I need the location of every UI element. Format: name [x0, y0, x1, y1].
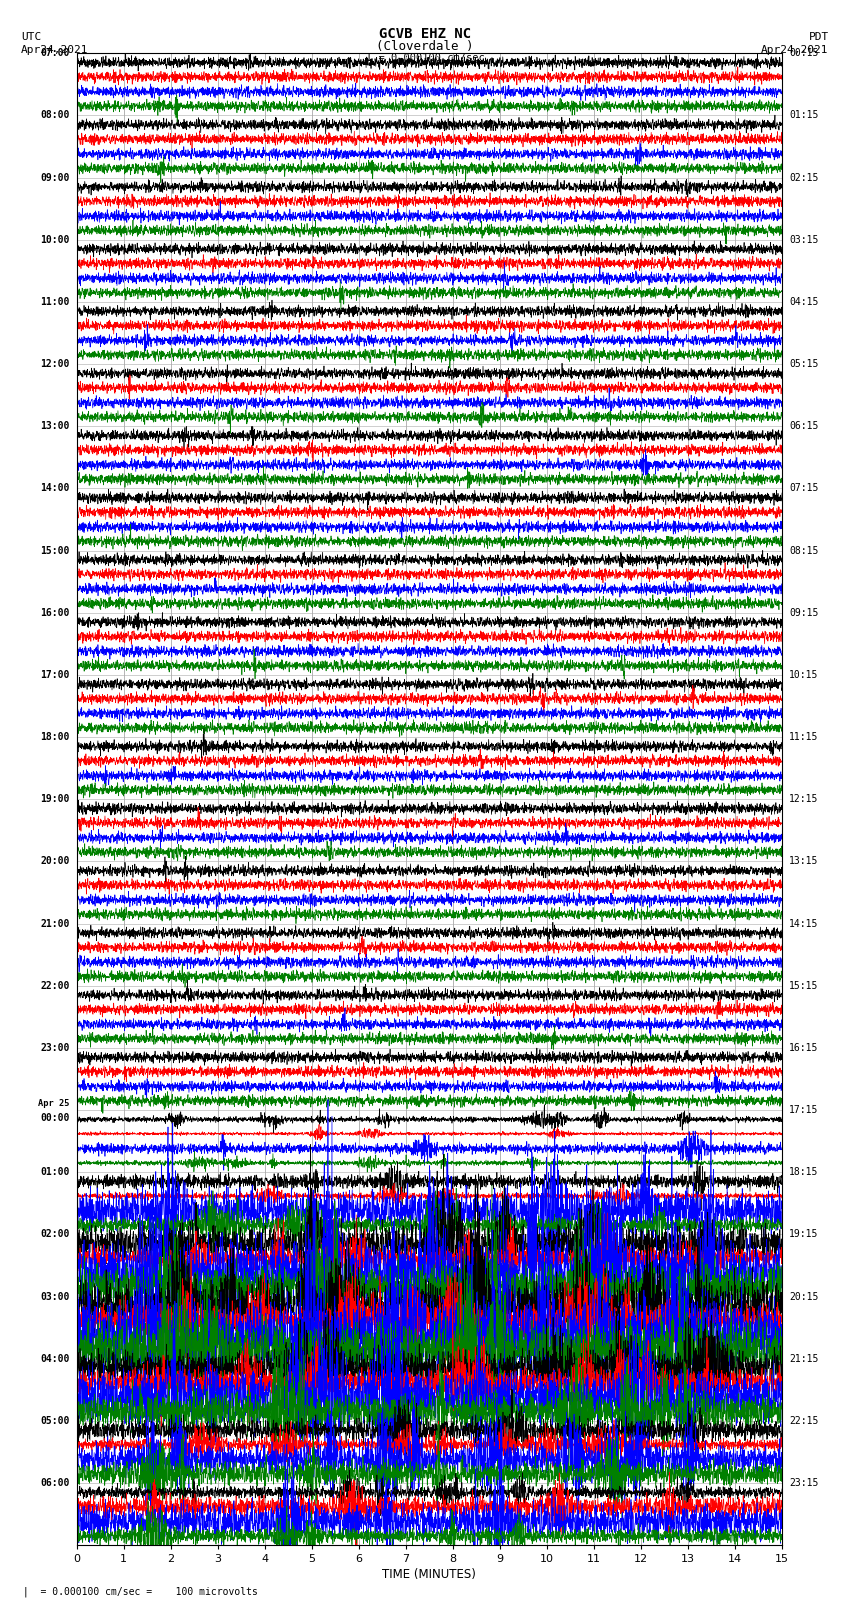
Text: PDT: PDT: [808, 32, 829, 42]
Text: 02:15: 02:15: [789, 173, 819, 182]
Text: 22:15: 22:15: [789, 1416, 819, 1426]
Text: Apr24,2021: Apr24,2021: [762, 45, 829, 55]
Text: 07:00: 07:00: [40, 48, 70, 58]
Text: 12:15: 12:15: [789, 794, 819, 805]
Text: UTC: UTC: [21, 32, 42, 42]
Text: 13:00: 13:00: [40, 421, 70, 431]
Text: 17:00: 17:00: [40, 669, 70, 681]
Text: Apr 25: Apr 25: [38, 1098, 70, 1108]
Text: 08:00: 08:00: [40, 110, 70, 121]
Text: 04:00: 04:00: [40, 1353, 70, 1363]
Text: 18:00: 18:00: [40, 732, 70, 742]
Text: 07:15: 07:15: [789, 484, 819, 494]
Text: 03:15: 03:15: [789, 235, 819, 245]
Text: 11:00: 11:00: [40, 297, 70, 306]
Text: 01:15: 01:15: [789, 110, 819, 121]
Text: GCVB EHZ NC: GCVB EHZ NC: [379, 27, 471, 42]
Text: 10:00: 10:00: [40, 235, 70, 245]
Text: 15:15: 15:15: [789, 981, 819, 990]
Text: 00:15: 00:15: [789, 48, 819, 58]
Text: I = 0.000100 cm/sec: I = 0.000100 cm/sec: [366, 53, 484, 63]
Text: 12:00: 12:00: [40, 360, 70, 369]
Text: 03:00: 03:00: [40, 1292, 70, 1302]
Text: 08:15: 08:15: [789, 545, 819, 555]
Text: 09:15: 09:15: [789, 608, 819, 618]
Text: 23:00: 23:00: [40, 1044, 70, 1053]
Text: 10:15: 10:15: [789, 669, 819, 681]
Text: 21:15: 21:15: [789, 1353, 819, 1363]
Text: Apr24,2021: Apr24,2021: [21, 45, 88, 55]
Text: 20:00: 20:00: [40, 857, 70, 866]
Text: 19:15: 19:15: [789, 1229, 819, 1239]
Text: 16:00: 16:00: [40, 608, 70, 618]
Text: 00:00: 00:00: [40, 1113, 70, 1123]
Text: 16:15: 16:15: [789, 1044, 819, 1053]
Text: |  = 0.000100 cm/sec =    100 microvolts: | = 0.000100 cm/sec = 100 microvolts: [17, 1586, 258, 1597]
Text: 22:00: 22:00: [40, 981, 70, 990]
Text: 01:00: 01:00: [40, 1168, 70, 1177]
Text: 19:00: 19:00: [40, 794, 70, 805]
Text: 17:15: 17:15: [789, 1105, 819, 1115]
Text: 11:15: 11:15: [789, 732, 819, 742]
Text: 06:15: 06:15: [789, 421, 819, 431]
Text: (Cloverdale ): (Cloverdale ): [377, 40, 473, 53]
Text: 21:00: 21:00: [40, 918, 70, 929]
X-axis label: TIME (MINUTES): TIME (MINUTES): [382, 1568, 476, 1581]
Text: 15:00: 15:00: [40, 545, 70, 555]
Text: 09:00: 09:00: [40, 173, 70, 182]
Text: 14:00: 14:00: [40, 484, 70, 494]
Text: 05:00: 05:00: [40, 1416, 70, 1426]
Text: 23:15: 23:15: [789, 1478, 819, 1489]
Text: 13:15: 13:15: [789, 857, 819, 866]
Text: 02:00: 02:00: [40, 1229, 70, 1239]
Text: 18:15: 18:15: [789, 1168, 819, 1177]
Text: 14:15: 14:15: [789, 918, 819, 929]
Text: 06:00: 06:00: [40, 1478, 70, 1489]
Text: 04:15: 04:15: [789, 297, 819, 306]
Text: 05:15: 05:15: [789, 360, 819, 369]
Text: 20:15: 20:15: [789, 1292, 819, 1302]
